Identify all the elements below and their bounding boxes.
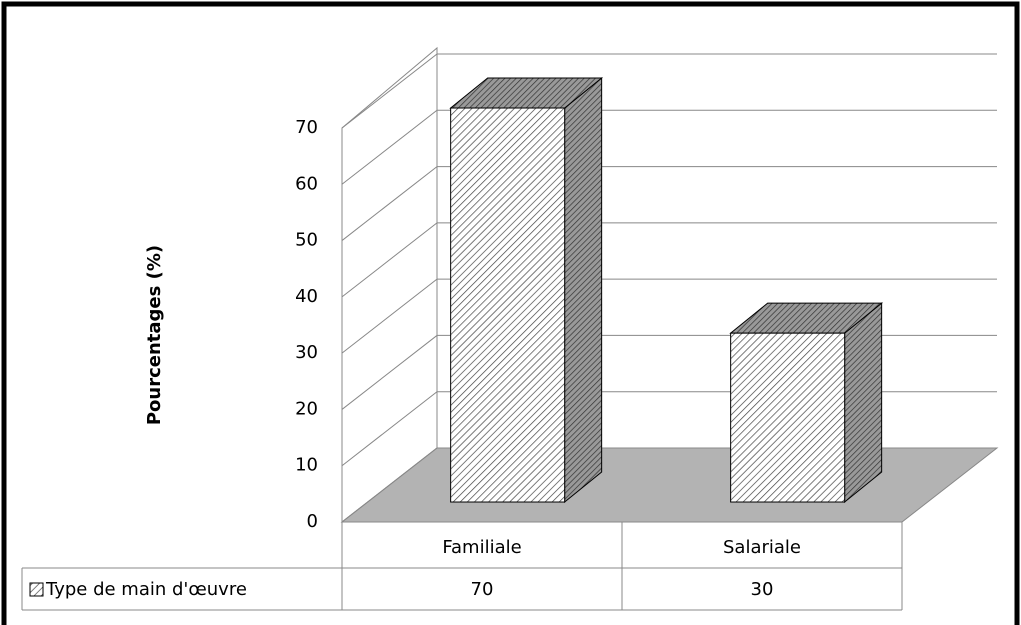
y-tick-label: 60 [295,173,318,194]
y-tick-label: 0 [307,511,318,532]
grid-line [341,222,997,298]
x-tick-label: Familiale [442,537,521,558]
x-tick-label: Salariale [723,537,801,558]
y-tick-label: 50 [295,230,318,251]
left-wall [341,46,438,524]
data-table: Familiale 70 Salariale 30 Type de main d'œuv… [21,521,903,611]
table-value: 30 [751,579,774,600]
bars [449,76,884,504]
grid-line [341,334,997,410]
y-tick-label: 30 [295,342,318,363]
table-value: 70 [471,579,494,600]
y-tick-label: 40 [295,286,318,307]
y-tick-label: 10 [295,455,318,476]
legend-key [29,582,44,597]
grid-line [341,166,997,241]
y-tick-label: 20 [295,398,318,419]
bar-side [564,76,603,504]
y-axis-title: Pourcentages (%) [144,245,165,425]
grid-line [341,109,997,185]
bar-side [844,302,883,504]
y-tick-label: 70 [295,117,318,138]
grid: 0 10 20 30 40 50 60 70 [295,53,997,532]
floor [340,447,999,523]
grid-line [341,53,997,129]
bar [450,107,566,503]
bar [730,332,846,503]
legend-label: Type de main d'œuvre [45,579,247,600]
grid-line [341,278,997,354]
